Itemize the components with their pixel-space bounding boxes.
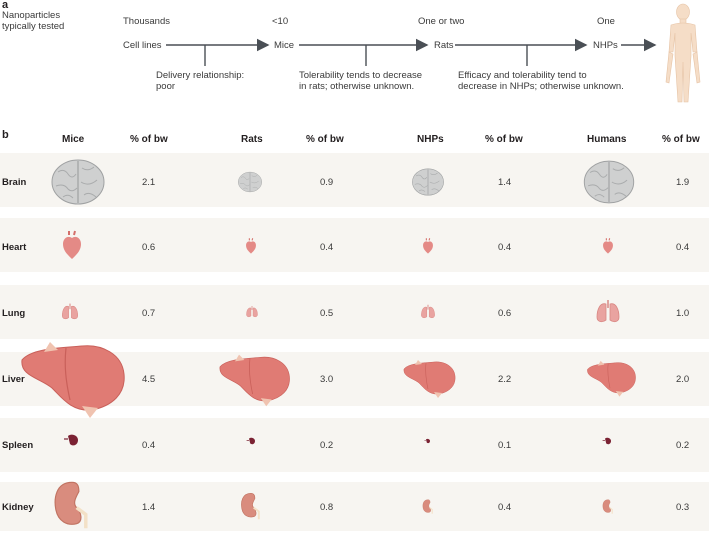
value-spleen-humans: 0.2	[676, 440, 690, 451]
value-liver-humans: 2.0	[676, 374, 690, 385]
panel-a-flow-arrows	[166, 3, 701, 103]
value-spleen-mice: 0.4	[142, 440, 156, 451]
header-humans-bw: % of bw	[662, 134, 700, 145]
note-delivery-line2: poor	[156, 81, 176, 92]
value-lung-nhps: 0.6	[498, 308, 512, 319]
value-spleen-nhps: 0.1	[498, 440, 512, 451]
row-label-lung: Lung	[2, 308, 26, 319]
row-label-brain: Brain	[2, 177, 27, 188]
count-rats: One or two	[418, 16, 465, 27]
nanoparticles-label-line1: Nanoparticles	[2, 10, 61, 21]
value-kidney-mice: 1.4	[142, 502, 156, 513]
value-kidney-humans: 0.3	[676, 502, 690, 513]
note-delivery-line1: Delivery relationship:	[156, 70, 245, 81]
stage-mice: Mice	[274, 40, 295, 51]
note-tolerability-line1: Tolerability tends to decrease	[299, 70, 423, 81]
nanoparticles-label-line2: typically tested	[2, 21, 65, 32]
row-label-liver: Liver	[2, 374, 25, 385]
value-brain-humans: 1.9	[676, 177, 690, 188]
value-heart-humans: 0.4	[676, 242, 690, 253]
header-mice: Mice	[62, 134, 85, 145]
header-rats-bw: % of bw	[306, 134, 344, 145]
header-mice-bw: % of bw	[130, 134, 168, 145]
count-mice: <10	[272, 16, 289, 27]
value-brain-rats: 0.9	[320, 177, 334, 188]
stage-cell-lines: Cell lines	[123, 40, 162, 51]
value-liver-rats: 3.0	[320, 374, 334, 385]
header-humans: Humans	[587, 134, 627, 145]
value-lung-mice: 0.7	[142, 308, 156, 319]
value-liver-nhps: 2.2	[498, 374, 512, 385]
value-brain-nhps: 1.4	[498, 177, 512, 188]
value-heart-mice: 0.6	[142, 242, 156, 253]
header-nhps: NHPs	[417, 134, 444, 145]
value-kidney-rats: 0.8	[320, 502, 334, 513]
row-label-spleen: Spleen	[2, 440, 34, 451]
value-heart-rats: 0.4	[320, 242, 334, 253]
header-rats: Rats	[241, 134, 263, 145]
value-spleen-rats: 0.2	[320, 440, 334, 451]
value-brain-mice: 2.1	[142, 177, 156, 188]
count-nhps: One	[597, 16, 615, 27]
stage-rats: Rats	[434, 40, 454, 51]
panel-a-letter: a	[2, 0, 9, 11]
row-label-kidney: Kidney	[2, 502, 34, 513]
stage-nhps: NHPs	[593, 40, 618, 51]
note-efficacy-line1: Efficacy and tolerability tend to	[458, 70, 587, 81]
header-nhps-bw: % of bw	[485, 134, 523, 145]
value-liver-mice: 4.5	[142, 374, 156, 385]
value-heart-nhps: 0.4	[498, 242, 512, 253]
note-tolerability-line2: in rats; otherwise unknown.	[299, 81, 415, 92]
human-body-icon	[665, 3, 701, 103]
count-cell-lines: Thousands	[123, 16, 171, 27]
value-lung-humans: 1.0	[676, 308, 690, 319]
value-kidney-nhps: 0.4	[498, 502, 512, 513]
row-label-heart: Heart	[2, 242, 27, 253]
note-efficacy-line2: decrease in NHPs; otherwise unknown.	[458, 81, 624, 92]
value-lung-rats: 0.5	[320, 308, 334, 319]
panel-b-letter: b	[2, 129, 9, 141]
